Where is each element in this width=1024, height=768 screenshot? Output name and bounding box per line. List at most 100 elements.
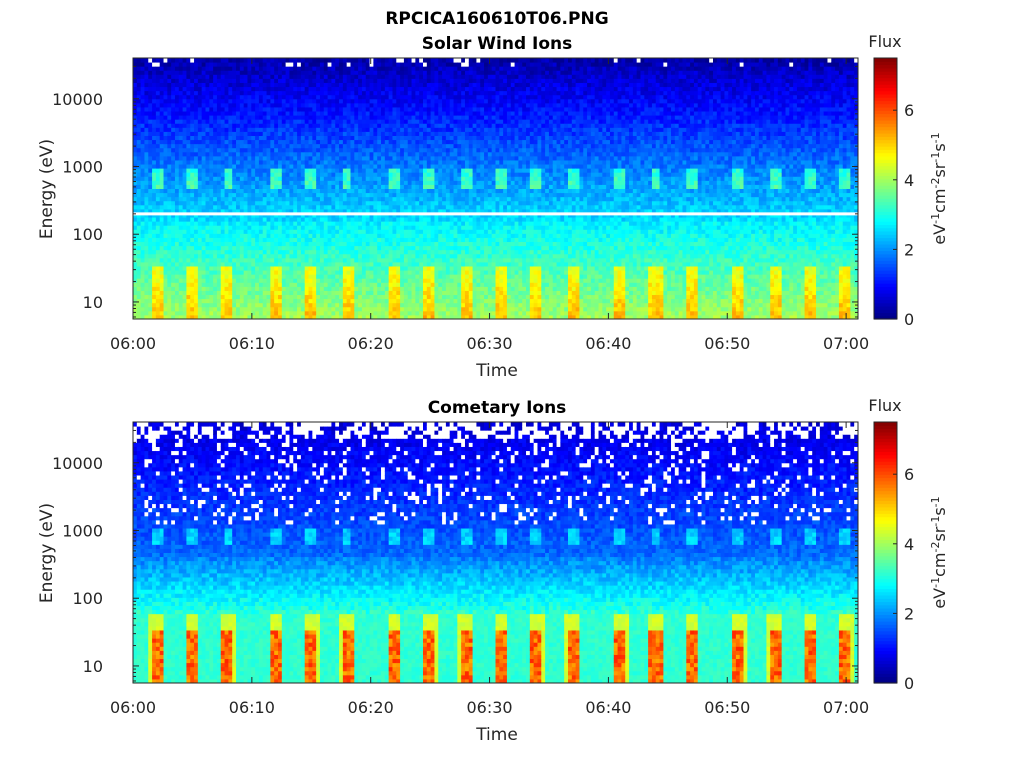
flux-cell xyxy=(228,123,232,128)
flux-cell xyxy=(385,180,389,185)
flux-cell xyxy=(362,180,366,185)
figure-title: RPCICA160610T06.PNG xyxy=(385,9,608,29)
flux-cell xyxy=(282,290,286,295)
flux-cell xyxy=(297,107,301,112)
flux-cell xyxy=(198,168,202,173)
flux-cell xyxy=(389,262,393,267)
flux-cell xyxy=(206,286,210,291)
flux-cell xyxy=(415,66,419,71)
flux-cell xyxy=(263,111,267,116)
flux-cell xyxy=(335,258,339,263)
flux-cell xyxy=(267,286,271,291)
flux-cell xyxy=(137,176,141,181)
flux-cell xyxy=(175,66,179,71)
flux-cell xyxy=(309,62,313,67)
flux-cell xyxy=(331,148,335,153)
flux-cell xyxy=(370,201,374,206)
flux-cell xyxy=(186,201,190,206)
flux-cell xyxy=(419,217,423,222)
flux-cell xyxy=(339,217,343,222)
flux-cell xyxy=(175,99,179,104)
flux-cell xyxy=(400,160,404,165)
flux-cell xyxy=(423,176,427,181)
flux-cell xyxy=(263,176,267,181)
flux-cell xyxy=(274,193,278,198)
flux-cell xyxy=(156,156,160,161)
flux-cell xyxy=(301,144,305,149)
flux-cell xyxy=(309,295,313,300)
flux-cell xyxy=(331,250,335,255)
flux-cell xyxy=(179,180,183,185)
flux-cell xyxy=(263,164,267,169)
flux-cell xyxy=(289,229,293,234)
flux-cell xyxy=(320,160,324,165)
flux-cell xyxy=(236,189,240,194)
flux-cell xyxy=(324,303,328,308)
flux-cell xyxy=(247,62,251,67)
flux-cell xyxy=(423,282,427,287)
flux-cell xyxy=(251,197,255,202)
flux-cell xyxy=(263,201,267,206)
flux-cell xyxy=(366,160,370,165)
flux-cell xyxy=(186,254,190,259)
flux-cell xyxy=(236,70,240,75)
flux-cell xyxy=(419,193,423,198)
flux-cell xyxy=(133,148,137,153)
flux-cell xyxy=(240,123,244,128)
flux-cell xyxy=(164,258,168,263)
flux-cell xyxy=(358,131,362,136)
flux-cell xyxy=(198,140,202,145)
flux-cell xyxy=(377,131,381,136)
flux-cell xyxy=(351,189,355,194)
flux-cell xyxy=(400,78,404,83)
flux-cell xyxy=(213,70,217,75)
flux-cell xyxy=(339,229,343,234)
flux-cell xyxy=(408,176,412,181)
flux-cell xyxy=(347,286,351,291)
flux-cell xyxy=(183,152,187,157)
flux-cell xyxy=(247,246,251,251)
flux-cell xyxy=(381,286,385,291)
flux-cell xyxy=(370,295,374,300)
flux-cell xyxy=(404,274,408,279)
flux-cell xyxy=(293,156,297,161)
flux-cell xyxy=(152,172,156,177)
flux-cell xyxy=(312,74,316,79)
flux-cell xyxy=(339,140,343,145)
flux-cell xyxy=(228,152,232,157)
flux-cell xyxy=(156,176,160,181)
flux-cell xyxy=(141,311,145,316)
flux-cell xyxy=(190,62,194,67)
flux-cell xyxy=(381,58,385,63)
flux-cell xyxy=(297,127,301,132)
flux-cell xyxy=(400,95,404,100)
flux-cell xyxy=(167,237,171,242)
flux-cell xyxy=(328,180,332,185)
flux-cell xyxy=(389,274,393,279)
flux-cell xyxy=(171,168,175,173)
flux-cell xyxy=(247,144,251,149)
flux-cell xyxy=(263,217,267,222)
flux-cell xyxy=(255,274,259,279)
flux-cell xyxy=(225,262,229,267)
flux-cell xyxy=(331,107,335,112)
flux-cell xyxy=(309,193,313,198)
flux-cell xyxy=(389,193,393,198)
flux-cell xyxy=(244,180,248,185)
flux-cell xyxy=(206,290,210,295)
flux-cell xyxy=(240,131,244,136)
flux-cell xyxy=(331,91,335,96)
flux-cell xyxy=(152,254,156,259)
flux-cell xyxy=(144,246,148,251)
flux-cell xyxy=(343,91,347,96)
flux-cell xyxy=(198,299,202,304)
flux-cell xyxy=(194,111,198,116)
flux-cell xyxy=(278,140,282,145)
flux-cell xyxy=(377,152,381,157)
flux-cell xyxy=(412,87,416,92)
flux-cell xyxy=(362,66,366,71)
flux-cell xyxy=(255,140,259,145)
flux-cell xyxy=(198,70,202,75)
flux-cell xyxy=(289,164,293,169)
flux-cell xyxy=(198,201,202,206)
